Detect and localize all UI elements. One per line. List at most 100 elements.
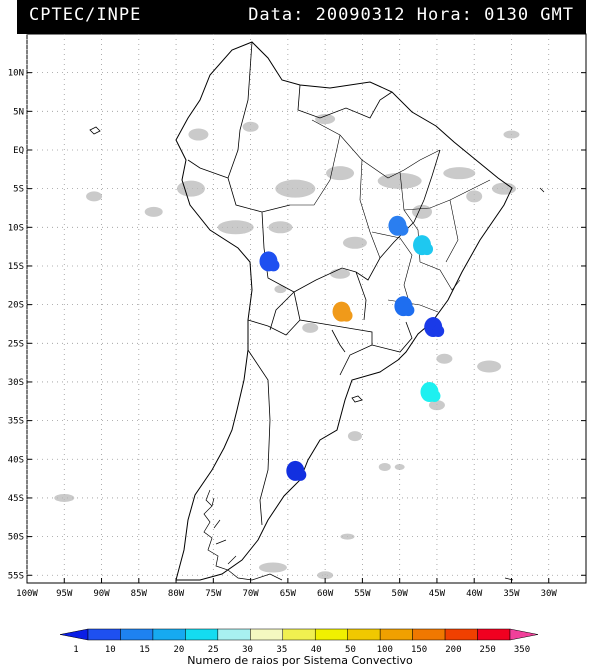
colorbar-tick-label: 30 bbox=[242, 645, 253, 655]
cloud-patch bbox=[86, 191, 103, 202]
brazil-states bbox=[290, 119, 491, 313]
lightning-cell bbox=[420, 382, 441, 403]
colorbar-segment bbox=[444, 628, 478, 641]
cloud-patch bbox=[330, 268, 351, 279]
lat-label: 10N bbox=[8, 69, 24, 79]
cloud-patch bbox=[315, 114, 336, 125]
cloud-patch bbox=[492, 182, 517, 195]
datetime-label: Data: 20090312 Hora: 0130 GMT bbox=[248, 5, 574, 25]
colorbar-tick-label: 50 bbox=[345, 645, 356, 655]
lon-label: 95W bbox=[56, 589, 73, 599]
lightning-cell-lobe bbox=[267, 259, 280, 272]
map-header: CPTEC/INPE Data: 20090312 Hora: 0130 GMT bbox=[17, 0, 586, 34]
cloud-patch bbox=[54, 493, 75, 502]
lon-label: 80W bbox=[168, 589, 185, 599]
lon-label: 30W bbox=[541, 589, 558, 599]
lightning-cell-lobe bbox=[428, 390, 441, 403]
lightning-cell-lobe bbox=[432, 325, 445, 338]
colorbar-tick-label: 350 bbox=[514, 645, 530, 655]
lat-label: 5N bbox=[13, 107, 24, 117]
cloud-patch bbox=[394, 464, 405, 471]
lon-label: 60W bbox=[317, 589, 334, 599]
lightning-cell bbox=[332, 301, 353, 322]
colorbar-tick-label: 100 bbox=[377, 645, 393, 655]
lat-label: 15S bbox=[8, 262, 24, 272]
colorbar-segment bbox=[314, 628, 348, 641]
graticule bbox=[26, 34, 586, 583]
cloud-patch bbox=[503, 130, 520, 139]
cloud-patch bbox=[378, 463, 391, 472]
lightning-cell bbox=[259, 251, 280, 272]
colorbar-tick-label: 20 bbox=[174, 645, 185, 655]
lightning-cell-lobe bbox=[294, 468, 307, 481]
cloud-patch bbox=[317, 571, 334, 580]
cloud-patch bbox=[268, 221, 293, 234]
lightning-cell bbox=[424, 317, 445, 338]
cloud-patch bbox=[340, 533, 355, 540]
continent-coastline bbox=[175, 41, 513, 581]
colorbar-segment bbox=[282, 628, 316, 641]
lat-label: EQ bbox=[13, 146, 24, 156]
colorbar-tick-label: 25 bbox=[208, 645, 219, 655]
map-frame bbox=[26, 33, 587, 584]
cloud-patch bbox=[326, 166, 355, 181]
colorbar-right-arrow bbox=[509, 628, 539, 641]
chile-fjords bbox=[203, 489, 283, 581]
lat-label: 5S bbox=[13, 185, 24, 195]
colorbar-segment bbox=[152, 628, 186, 641]
lon-label: 55W bbox=[354, 589, 371, 599]
lat-label: 30S bbox=[8, 378, 24, 388]
cloud-patch bbox=[176, 180, 205, 197]
cloud-patch bbox=[258, 562, 287, 573]
cloud-patch bbox=[274, 285, 287, 294]
lat-label: 10S bbox=[8, 223, 24, 233]
lightning-cell bbox=[394, 296, 415, 317]
cloud-patch bbox=[377, 172, 422, 189]
map-axes: 10N 5N EQ 5S 10S 15S 20S 25S 30S 35S 40S 45S 50S 55S 1… bbox=[8, 69, 586, 599]
lightning-cell-lobe bbox=[396, 223, 409, 236]
colorbar-segment bbox=[347, 628, 381, 641]
lat-label: 55S bbox=[8, 571, 24, 581]
colorbar-title: Numero de raios por Sistema Convectivo bbox=[187, 654, 413, 667]
lat-label: 35S bbox=[8, 417, 24, 427]
cloud-patch bbox=[428, 400, 445, 411]
lightning-cell bbox=[286, 460, 307, 481]
cloud-patch bbox=[302, 322, 319, 333]
colorbar-segment bbox=[120, 628, 154, 641]
lon-label: 35W bbox=[503, 589, 520, 599]
cloud-patch bbox=[242, 121, 259, 132]
colorbar-tick-label: 35 bbox=[276, 645, 287, 655]
colorbar-tick-label: 40 bbox=[311, 645, 322, 655]
islands bbox=[89, 126, 545, 581]
cloud-patch bbox=[144, 206, 163, 217]
lat-label: 40S bbox=[8, 455, 24, 465]
cloud-patch bbox=[466, 190, 483, 203]
colorbar-segment bbox=[185, 628, 219, 641]
colorbar-tick-label: 10 bbox=[105, 645, 116, 655]
lon-label: 40W bbox=[466, 589, 483, 599]
cloud-patch bbox=[188, 128, 209, 141]
cloud-patch bbox=[347, 431, 362, 442]
colorbar-left-arrow bbox=[59, 628, 89, 641]
lon-label: 65W bbox=[280, 589, 297, 599]
colorbar-segment bbox=[250, 628, 284, 641]
lon-label: 75W bbox=[205, 589, 222, 599]
lightning-cell-lobe bbox=[340, 309, 353, 322]
lat-label: 50S bbox=[8, 533, 24, 543]
colorbar-segment bbox=[477, 628, 511, 641]
cloud-layer bbox=[54, 114, 520, 580]
colorbar-segment bbox=[217, 628, 251, 641]
lon-label: 85W bbox=[131, 589, 148, 599]
cloud-patch bbox=[275, 179, 316, 198]
colorbar-tick-label: 15 bbox=[139, 645, 150, 655]
lon-label: 70W bbox=[242, 589, 259, 599]
lon-label: 90W bbox=[93, 589, 110, 599]
cloud-patch bbox=[443, 167, 476, 180]
colorbar: 1 10 15 20 25 30 35 40 50 100 150 200 250 350 bbox=[59, 628, 539, 655]
lon-label: 50W bbox=[392, 589, 409, 599]
colorbar-tick-label: 200 bbox=[445, 645, 461, 655]
colorbar-segment bbox=[379, 628, 413, 641]
lightning-cell-lobe bbox=[402, 304, 415, 317]
cloud-patch bbox=[217, 220, 254, 235]
